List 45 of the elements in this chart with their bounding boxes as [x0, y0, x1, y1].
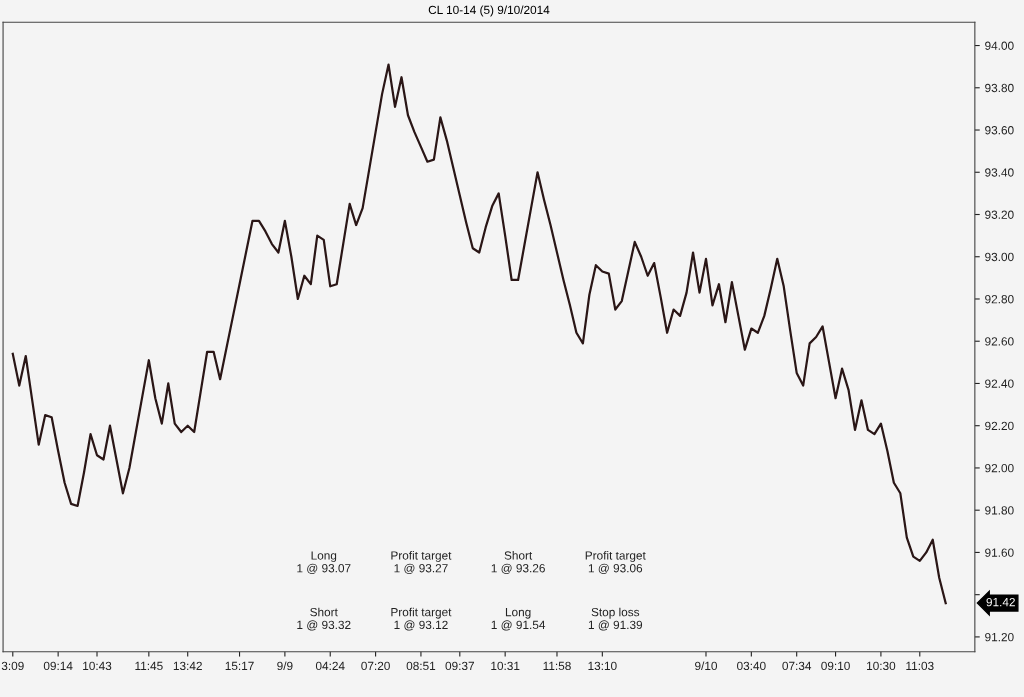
annotation: Stop loss 1 @ 91.39 — [588, 607, 643, 631]
x-tick-label: 11:58 — [543, 661, 571, 671]
x-tick-label: 09:14 — [43, 661, 73, 671]
y-tick-label: 93.80 — [985, 83, 1014, 93]
y-tick-label: 94.00 — [985, 41, 1014, 50]
annotation: Short 1 @ 93.32 — [297, 607, 351, 631]
x-tick-label: 11:03 — [906, 661, 934, 671]
y-tick-label: 92.80 — [985, 295, 1014, 304]
annotation: Long 1 @ 91.54 — [491, 608, 546, 631]
x-tick-label: 3:09 — [1, 661, 24, 671]
y-tick-label: 91.20 — [985, 632, 1014, 642]
x-tick-label: 07:34 — [782, 661, 812, 671]
x-tick-label: 9/10 — [695, 661, 718, 671]
y-tick-label: 92.40 — [985, 379, 1014, 388]
annotation: Profit target 1 @ 93.06 — [585, 550, 646, 574]
y-tick-label: 93.60 — [985, 126, 1014, 135]
text: 91.42 — [986, 597, 1015, 607]
x-tick-label: 9/9 — [277, 661, 293, 671]
y-tick-label: 92.60 — [985, 337, 1014, 346]
line-series — [11, 63, 947, 605]
x-tick-label: 08:51 — [406, 661, 436, 671]
x-tick-label: 09:10 — [821, 661, 850, 671]
y-tick-label: 92.20 — [985, 421, 1014, 431]
x-tick-label: 07:20 — [361, 661, 390, 671]
y-tick-label: 91.60 — [985, 548, 1014, 557]
x-tick-label: 11:45 — [135, 661, 163, 671]
annotation: Profit target 1 @ 93.12 — [391, 607, 452, 631]
y-tick-label: 91.80 — [985, 506, 1014, 515]
x-tick-label: 10:43 — [83, 661, 112, 671]
x-tick-label: 09:37 — [445, 661, 474, 671]
y-tick-label: 93.40 — [985, 168, 1014, 177]
x-tick-label: 10:31 — [491, 661, 520, 671]
x-tick-label: 13:42 — [173, 661, 202, 671]
x-tick-label: 03:40 — [737, 661, 766, 671]
annotation: Long 1 @ 93.07 — [297, 551, 351, 574]
y-tick-label: 93.00 — [985, 252, 1014, 262]
annotation: Short 1 @ 93.26 — [491, 550, 545, 574]
y-tick-label: 92.00 — [985, 463, 1014, 473]
x-tick-label: 13:10 — [588, 661, 617, 671]
x-tick-label: 15:17 — [225, 661, 254, 671]
x-tick-label: 10:30 — [867, 661, 896, 671]
y-tick-label: 93.20 — [985, 210, 1014, 219]
x-tick-label: 04:24 — [315, 661, 345, 671]
chart-title: CL 10-14 (5) 9/10/2014 — [428, 5, 550, 17]
annotation: Profit target 1 @ 93.27 — [391, 550, 452, 574]
